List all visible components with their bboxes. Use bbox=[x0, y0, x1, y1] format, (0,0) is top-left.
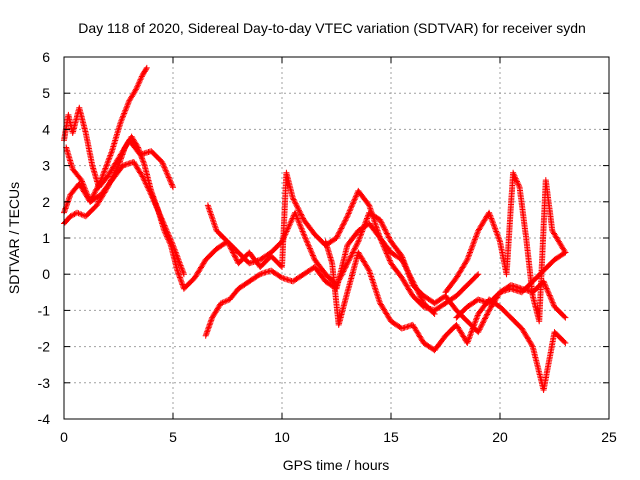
data-layer bbox=[61, 64, 569, 393]
y-tick-label: 1 bbox=[42, 230, 50, 246]
tick-layer: 0 5 10 15 20 25 -4 -3 -2 -1 0 1 2 3 4 5 6 bbox=[38, 49, 617, 445]
x-tick-label: 5 bbox=[169, 429, 177, 445]
x-tick-label: 15 bbox=[383, 429, 399, 445]
series-track-7 bbox=[322, 238, 569, 393]
y-tick-label: 6 bbox=[42, 49, 50, 65]
y-tick-label: 4 bbox=[42, 121, 50, 137]
series-markers bbox=[322, 238, 569, 393]
y-tick-label: 2 bbox=[42, 194, 50, 210]
y-tick-label: -3 bbox=[38, 375, 51, 391]
y-tick-label: 3 bbox=[42, 158, 50, 174]
x-tick-label: 25 bbox=[601, 429, 617, 445]
y-axis-label: SDTVAR / TECUs bbox=[6, 182, 22, 294]
y-tick-label: -4 bbox=[38, 411, 51, 427]
x-tick-label: 20 bbox=[492, 429, 508, 445]
x-tick-label: 0 bbox=[60, 429, 68, 445]
series-markers bbox=[202, 220, 438, 339]
series-track-6 bbox=[204, 169, 482, 314]
x-axis-label: GPS time / hours bbox=[283, 457, 390, 473]
y-tick-label: -2 bbox=[38, 339, 51, 355]
series-track-4 bbox=[63, 144, 187, 278]
chart-title: Day 118 of 2020, Sidereal Day-to-day VTE… bbox=[78, 20, 586, 36]
series-markers bbox=[63, 144, 187, 278]
series-track-5 bbox=[202, 220, 438, 339]
y-tick-label: -1 bbox=[38, 302, 51, 318]
x-tick-label: 10 bbox=[274, 429, 290, 445]
series-track-9 bbox=[453, 278, 569, 321]
series-markers bbox=[204, 169, 482, 314]
y-tick-label: 5 bbox=[42, 85, 50, 101]
y-tick-label: 0 bbox=[42, 266, 50, 282]
series-markers bbox=[442, 169, 569, 325]
series-markers bbox=[453, 278, 569, 321]
series-track-8 bbox=[442, 169, 569, 325]
